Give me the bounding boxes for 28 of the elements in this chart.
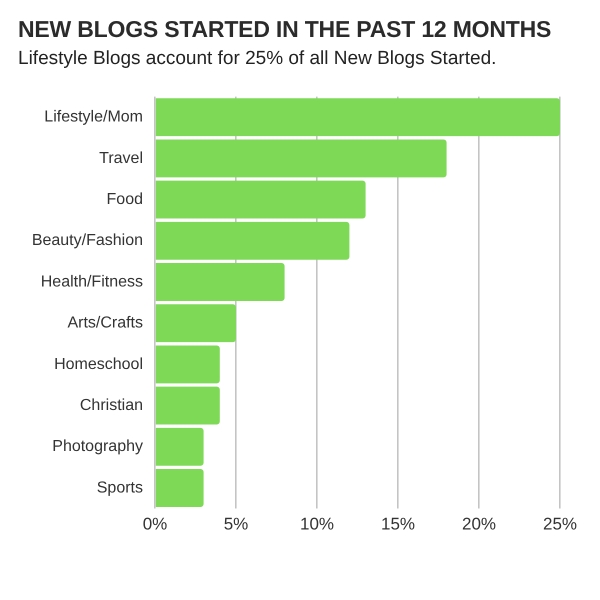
y-tick-label: Food <box>106 191 143 208</box>
y-tick-label: Beauty/Fashion <box>32 232 143 250</box>
y-tick-label: Sports <box>96 479 143 496</box>
bar <box>156 222 350 260</box>
y-tick-label: Health/Fitness <box>40 273 143 290</box>
bar <box>156 139 447 178</box>
x-tick-label: 5% <box>224 514 248 534</box>
x-tick-label: 0% <box>142 514 168 534</box>
x-tick-label: 20% <box>462 514 496 534</box>
x-tick-label: 15% <box>380 514 416 534</box>
y-tick-label: Arts/Crafts <box>67 314 143 332</box>
bar <box>156 98 560 136</box>
chart-subtitle: Lifestyle Blogs account for 25% of all New Blogs Started. <box>18 48 496 70</box>
y-tick-label: Photography <box>52 438 143 456</box>
y-tick-label: Travel <box>99 150 143 167</box>
bar <box>156 263 285 301</box>
y-tick-label: Lifestyle/Mom <box>44 108 143 126</box>
x-tick-label: 10% <box>300 514 334 534</box>
bar <box>156 428 204 466</box>
bar <box>156 180 366 219</box>
bar <box>156 386 220 425</box>
bar <box>156 469 204 507</box>
x-tick-label: 25% <box>542 514 578 534</box>
y-tick-label: Christian <box>80 397 143 414</box>
bar <box>156 345 220 384</box>
y-tick-label: Homeschool <box>54 356 143 373</box>
chart-title: NEW BLOGS STARTED IN THE PAST 12 MONTHS <box>18 16 552 43</box>
bar <box>156 304 236 342</box>
